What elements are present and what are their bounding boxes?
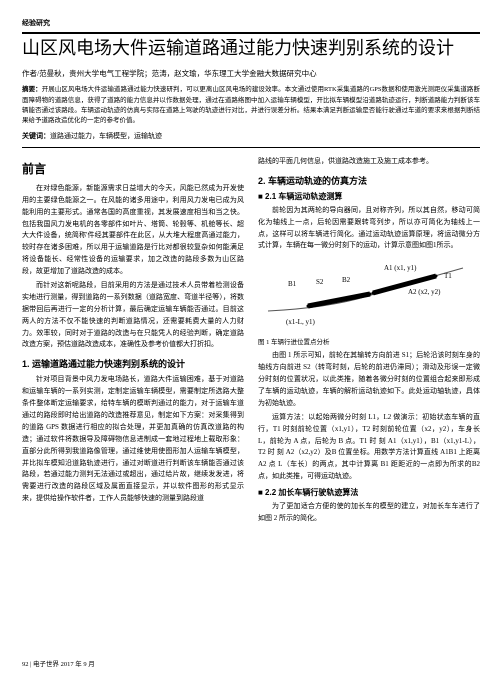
fig-lbl-b1: B1	[288, 280, 297, 288]
section-1-p1-cont: 路线的平面几何信息，供道路改造施工及施工成本参考。	[258, 156, 480, 168]
fig-lbl-s2: S2	[316, 278, 324, 286]
header-rule	[22, 32, 480, 34]
section-2-1-p3: 运算方法：以起始两微分时刻 L1，L2 做演示：初始状态车辆的直行，T1 时刻前…	[258, 412, 480, 483]
section-2-1-p2: 由图 1 所示可知，前轮在其输转方向前进 S1；后轮沿该时刻车身的轴线方向前进 …	[258, 350, 480, 409]
page-footer: 92 | 电子世界 2017 年 9 月	[22, 658, 95, 668]
keywords-block: 关键词：道路通过能力，车辆模型，运输轨迹	[22, 131, 480, 141]
preface-p2: 而针对这新呢路段，目前采用的方法是通过技术人员带着检测设备实地进行测量，得到道路…	[22, 280, 244, 351]
authors-line: 作者/范曼秋，贵州大学电气工程学院；范涛，赵文瑜，华东理工大学金融大数据研究中心	[22, 68, 480, 79]
section-2-2-p1: 为了更加适合方便的使的加长车的模型的建立，对加长车车进行了如图 2 所示的简化。	[258, 501, 480, 525]
preface-p1: 在对绿色能源，新能源需求日益增大的今天，风能已然成为开发使用的主要绿色能源之一。…	[22, 183, 244, 278]
section-2-1-heading: ■ 2.1 车辆运动轨迹测算	[258, 191, 480, 202]
fig-lbl-b2: B2	[342, 276, 351, 284]
section-1-p1: 针对项目背景中风力发电场路长，道路大件运输困难，基于对道路和运输车辆的一系列实测…	[22, 374, 244, 505]
abstract-block: 摘要：开展山区风电场大件运输道路通过能力快速研判，可以更离山区风电场的建设效率。…	[22, 85, 480, 127]
fig-lbl-a1: A1 (x1, y1)	[384, 264, 417, 272]
keywords-text: 道路通过能力，车辆模型，运输轨迹	[50, 132, 162, 140]
fig-lbl-t1: T1	[444, 272, 452, 280]
abstract-label: 摘要：	[22, 86, 42, 93]
figure-1: B1 S2 B2 A1 (x1, y1) A2 (x2, y2) T1 (x1-…	[258, 256, 480, 346]
keywords-label: 关键词：	[22, 132, 50, 140]
section-1-heading: 1. 运输道路通过能力快速判别系统的设计	[22, 357, 244, 370]
section-preface: 前言	[22, 160, 244, 177]
figure-1-caption: 图 1 车辆行进位置点分析	[258, 336, 480, 346]
section-2-heading: 2. 车辆运动轨迹的仿真方法	[258, 174, 480, 187]
section-2-1-p1: 前轮因为其两轮的导向器同，且对称齐列，所以其自然，移动可简化为轴线上一点，后轮因…	[258, 205, 480, 253]
separator-rule	[22, 147, 480, 148]
section-2-2-heading: ■ 2.2 加长车辆行驶轨迹算法	[258, 487, 480, 498]
fig-lbl-a2: A2 (x2, y2)	[408, 288, 441, 296]
fig-lbl-l: (x1-L, y1)	[286, 318, 315, 326]
header-category: 经验研究	[22, 18, 480, 28]
paper-title: 山区风电场大件运输道路通过能力快速判别系统的设计	[22, 36, 480, 60]
abstract-text: 开展山区风电场大件运输道路通过能力快速研判，可以更离山区风电场的建设效率。本文通…	[22, 86, 480, 124]
right-column: 路线的平面几何信息，供道路改造施工及施工成本参考。 2. 车辆运动轨迹的仿真方法…	[258, 156, 480, 527]
left-column: 前言 在对绿色能源，新能源需求日益增大的今天，风能已然成为开发使用的主要绿色能源…	[22, 156, 244, 527]
